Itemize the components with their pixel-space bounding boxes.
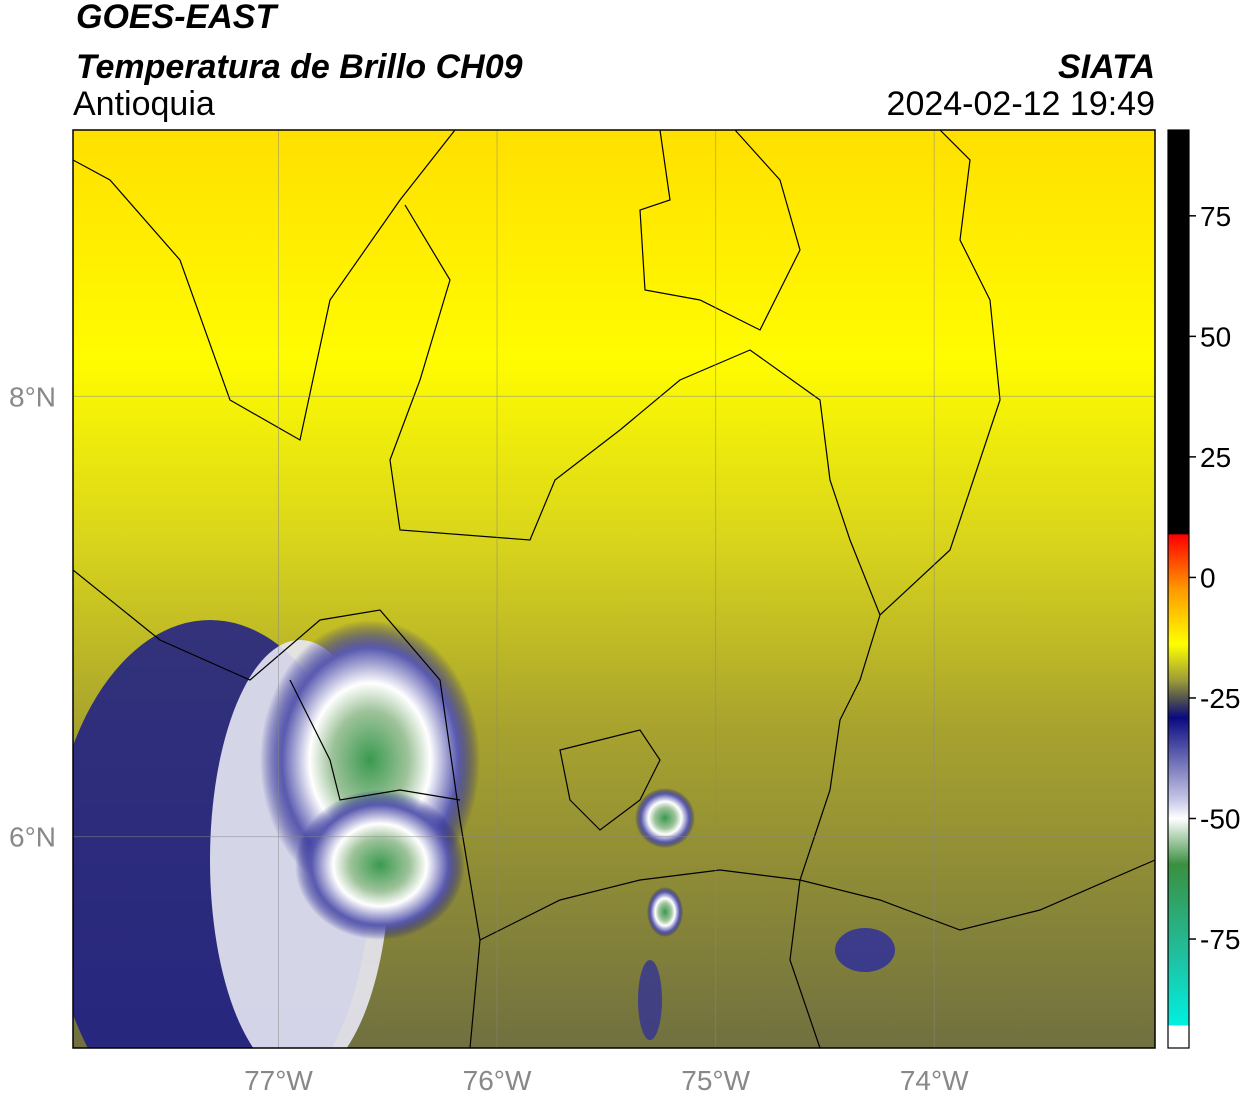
colorbar-tick-label: 75 (1200, 201, 1231, 232)
border (639, 130, 801, 331)
border (559, 729, 661, 831)
graticule (73, 130, 1155, 1048)
lat-tick-label: 8°N (9, 381, 56, 412)
source: SIATA (1058, 48, 1155, 86)
title: GOES-EAST (76, 0, 279, 36)
cloud (635, 788, 695, 848)
colorbar-tick-label: -50 (1200, 804, 1240, 835)
cloud (835, 928, 895, 972)
cloud (638, 960, 662, 1040)
map-area (73, 130, 1155, 1048)
border (479, 859, 1155, 941)
colorbar-tick-label: 50 (1200, 321, 1231, 352)
colorbar (1167, 129, 1190, 1049)
lon-tick-label: 76°W (463, 1065, 532, 1096)
colorbar-tick-label: -25 (1200, 683, 1240, 714)
border (73, 569, 481, 1048)
cloud (295, 790, 465, 940)
coastline (73, 130, 456, 441)
colorbar-tick-label: 25 (1200, 442, 1231, 473)
colorbar-tick-label: -75 (1200, 924, 1240, 955)
subtitle: Temperatura de Brillo CH09 (76, 48, 523, 86)
border (789, 614, 881, 1048)
map-frame (72, 129, 1156, 1049)
datetime: 2024-02-12 19:49 (887, 85, 1155, 123)
colorbar-tick-label: 0 (1200, 562, 1216, 593)
lon-tick-label: 77°W (244, 1065, 313, 1096)
lon-tick-label: 74°W (900, 1065, 969, 1096)
lon-tick-label: 75°W (681, 1065, 750, 1096)
lat-tick-label: 6°N (9, 822, 56, 853)
region: Antioquia (73, 85, 215, 123)
cloud (647, 887, 683, 937)
border (389, 130, 1001, 617)
border (289, 679, 461, 801)
